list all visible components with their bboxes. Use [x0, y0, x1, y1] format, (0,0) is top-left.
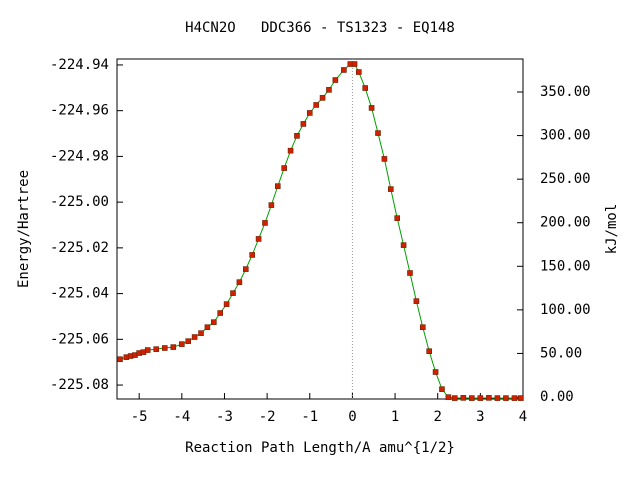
- y-axis-label: Energy/Hartree: [16, 170, 32, 288]
- point-marker: [274, 183, 281, 189]
- point-marker: [236, 279, 243, 285]
- y-tick-label: -224.98: [50, 148, 109, 164]
- y-tick-label: -225.06: [50, 331, 109, 347]
- y-tick-label: -224.96: [50, 103, 109, 119]
- y-tick-label: -225.02: [50, 240, 109, 256]
- point-marker: [451, 395, 458, 401]
- point-marker: [204, 324, 211, 331]
- point-marker: [426, 348, 432, 355]
- plot-frame: [116, 58, 524, 400]
- point-marker: [306, 110, 313, 116]
- point-marker: [432, 369, 439, 375]
- point-marker: [381, 156, 388, 162]
- point-marker: [153, 346, 160, 352]
- x-tick-label: 1: [391, 409, 399, 425]
- y-tick-label: -224.94: [50, 57, 109, 73]
- point-marker: [249, 252, 255, 258]
- series-line: [119, 63, 521, 399]
- point-marker: [368, 105, 375, 111]
- point-marker: [439, 386, 445, 392]
- y2-tick-label: 100.00: [540, 302, 591, 318]
- point-marker: [144, 347, 151, 353]
- y-tick-label: -225.00: [50, 194, 109, 210]
- point-marker: [281, 165, 287, 171]
- point-marker: [477, 395, 484, 401]
- x-axis-label: Reaction Path Length/A amu^{1/2}: [185, 440, 455, 456]
- y2-axis-label: kJ/mol: [604, 204, 620, 255]
- point-marker: [217, 310, 224, 316]
- x-tick-label: -4: [173, 409, 190, 425]
- point-marker: [387, 186, 394, 192]
- chart-title: H4CN2O DDC366 - TS1323 - EQ148: [185, 20, 455, 36]
- x-tick-label: 0: [348, 409, 356, 425]
- x-tick-label: 2: [433, 409, 441, 425]
- x-tick-label: 3: [476, 409, 484, 425]
- y-tick-label: -225.04: [50, 286, 109, 302]
- y2-tick-label: 50.00: [540, 345, 582, 361]
- point-marker: [400, 242, 407, 248]
- point-marker: [179, 341, 185, 347]
- point-marker: [319, 95, 326, 101]
- y2-tick-label: 0.00: [540, 389, 574, 405]
- y2-tick-label: 350.00: [540, 84, 591, 100]
- point-marker: [362, 85, 369, 91]
- y2-tick-label: 150.00: [540, 258, 591, 274]
- point-marker: [445, 394, 452, 400]
- point-marker: [460, 395, 467, 401]
- y2-tick-label: 200.00: [540, 215, 591, 231]
- point-marker: [161, 345, 168, 351]
- point-marker: [255, 236, 262, 242]
- point-marker: [351, 61, 358, 67]
- point-marker: [242, 266, 249, 272]
- x-tick-label: -3: [216, 409, 233, 425]
- point-marker: [407, 270, 413, 276]
- x-tick-label: -5: [131, 409, 148, 425]
- point-marker: [413, 298, 420, 304]
- y-tick-label: -225.08: [50, 377, 109, 393]
- point-marker: [211, 319, 217, 325]
- point-marker: [300, 121, 307, 127]
- x-tick-label: -2: [259, 409, 276, 425]
- point-marker: [294, 133, 300, 139]
- x-tick-label: -1: [301, 409, 318, 425]
- point-marker: [262, 220, 268, 226]
- point-marker: [268, 202, 275, 208]
- point-marker: [170, 344, 177, 350]
- point-marker: [326, 87, 332, 93]
- point-marker: [375, 130, 381, 136]
- point-marker: [198, 330, 204, 336]
- point-marker: [230, 290, 236, 296]
- point-marker: [511, 395, 518, 401]
- point-marker: [419, 324, 426, 331]
- x-tick-label: 4: [519, 409, 527, 425]
- y2-tick-label: 300.00: [540, 128, 591, 144]
- point-marker: [185, 338, 192, 344]
- point-marker: [313, 102, 319, 108]
- point-marker: [518, 395, 524, 401]
- point-marker: [503, 395, 509, 401]
- point-marker: [356, 69, 362, 75]
- point-marker: [332, 77, 339, 83]
- point-marker: [223, 301, 230, 307]
- point-marker: [341, 67, 347, 73]
- point-marker: [117, 356, 123, 363]
- point-marker: [486, 395, 492, 401]
- point-marker: [494, 395, 501, 401]
- point-marker: [287, 147, 294, 154]
- point-marker: [469, 395, 475, 401]
- point-marker: [394, 215, 400, 221]
- point-marker: [191, 334, 198, 340]
- y2-tick-label: 250.00: [540, 171, 591, 187]
